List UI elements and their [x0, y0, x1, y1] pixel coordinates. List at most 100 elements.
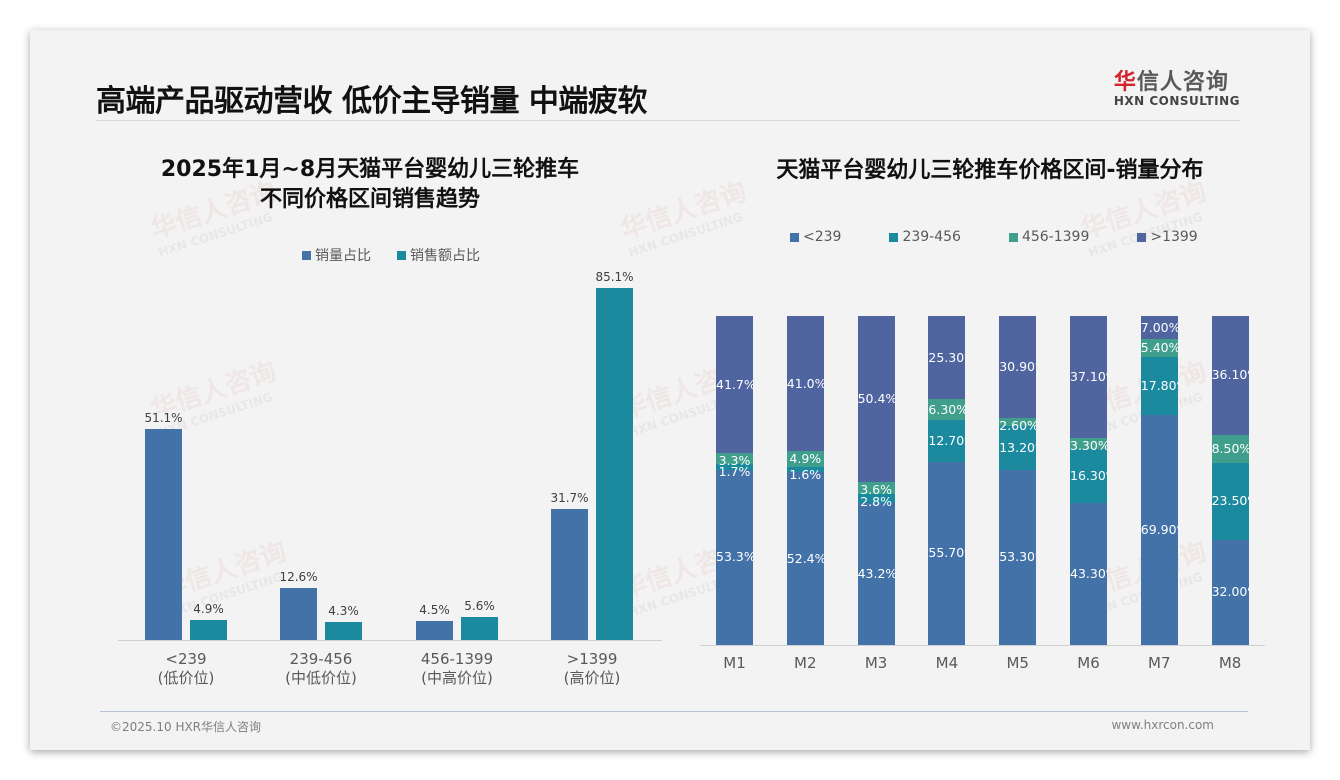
- left-chart-title-line2: 不同价格区间销售趋势: [259, 187, 480, 212]
- category-tier: (低价位): [157, 669, 215, 687]
- x-axis-month-label: M8: [1218, 654, 1242, 672]
- right-chart-x-axis: [700, 645, 1265, 646]
- segment-456-1399: 6.30%: [928, 399, 966, 420]
- bar-value-label: 51.1%: [144, 410, 183, 425]
- legend-item-239-456: 239-456: [889, 229, 961, 245]
- segment-value-label: 7.00%: [1140, 319, 1178, 335]
- left-chart-legend: 销量占比 销售额占比: [302, 245, 480, 265]
- segment-value-label: 6.30%: [928, 401, 966, 417]
- bar-value-label: 31.7%: [550, 490, 589, 505]
- legend-label: 销量占比: [315, 248, 371, 264]
- footer-website[interactable]: www.hxrcon.com: [1111, 718, 1214, 732]
- legend-label: <239: [803, 229, 842, 245]
- legend-item-lt239: <239: [790, 229, 841, 245]
- x-axis-month-label: M6: [1077, 654, 1100, 672]
- bar-volume: [280, 587, 317, 640]
- segment-lt239: 43.30%: [1070, 502, 1107, 645]
- x-axis-month-label: M2: [794, 654, 817, 672]
- bar-value-label: 4.5%: [419, 603, 450, 618]
- segment-value-label: 30.90%: [999, 358, 1036, 374]
- logo-en-text: HXN CONSULTING: [1113, 94, 1240, 108]
- segment-value-label: 32.00%: [1211, 584, 1249, 600]
- stacked-bar-m7: 69.90% 17.80% 5.40% 7.00%: [1140, 316, 1178, 645]
- segment-value-label: 53.30%: [999, 549, 1036, 565]
- stacked-bar-m8: 32.00% 23.50% 8.50% 36.10%: [1211, 316, 1249, 645]
- bar-value-label: 4.3%: [328, 604, 359, 619]
- title-divider: [96, 120, 1240, 121]
- segment-lt239: 53.30%: [999, 469, 1037, 645]
- segment-value-label: 52.4%: [786, 550, 824, 566]
- stacked-bar-m2: 52.4% 1.6% 4.9% 41.0%: [786, 316, 824, 645]
- legend-label: >1399: [1150, 229, 1198, 245]
- segment-239-456: 17.80%: [1140, 356, 1178, 416]
- category-range: 239-456: [289, 650, 353, 668]
- bar-volume: [551, 508, 588, 640]
- category-tier: (高价位): [563, 669, 621, 687]
- right-chart-legend: <239 239-456 456-1399 >1399: [790, 229, 1198, 245]
- logo-cn-text: 信人咨询: [1136, 70, 1229, 95]
- segment-value-label: 25.30%: [928, 349, 965, 365]
- segment-value-label: 2.8%: [860, 493, 892, 509]
- segment-lt239: 55.70%: [928, 461, 966, 645]
- segment-lt239: 43.2%: [857, 502, 895, 645]
- segment-value-label: 69.90%: [1140, 522, 1178, 538]
- segment-value-label: 1.7%: [718, 464, 751, 480]
- legend-swatch: [1137, 232, 1147, 242]
- legend-label: 销售额占比: [410, 248, 480, 264]
- segment-gt1399: 7.00%: [1140, 316, 1178, 340]
- category-range: >1399: [566, 650, 618, 668]
- segment-456-1399: 2.60%: [999, 417, 1037, 433]
- segment-value-label: 3.30%: [1070, 438, 1107, 454]
- category-range: 456-1399: [420, 650, 494, 668]
- bar-revenue: [325, 622, 362, 640]
- segment-456-1399: 3.3%: [716, 453, 753, 468]
- footer-divider: [100, 711, 1248, 712]
- bar-value-label: 12.6%: [279, 569, 318, 584]
- segment-value-label: 55.70%: [928, 545, 965, 561]
- segment-lt239: 69.90%: [1140, 415, 1178, 645]
- legend-item-456-1399: 456-1399: [1008, 229, 1089, 245]
- segment-239-456: 2.8%: [857, 493, 895, 509]
- segment-gt1399: 41.7%: [716, 316, 753, 454]
- segment-value-label: 2.60%: [999, 417, 1037, 433]
- bar-value-label: 85.1%: [595, 270, 634, 284]
- x-axis-category-label: >1399 (高价位): [532, 650, 652, 688]
- segment-value-label: 8.50%: [1211, 440, 1249, 456]
- segment-456-1399: 3.6%: [857, 481, 895, 497]
- segment-gt1399: 30.90%: [999, 316, 1037, 418]
- segment-value-label: 43.30%: [1070, 565, 1107, 581]
- legend-item-volume: 销量占比: [302, 245, 371, 265]
- company-logo: 华信人咨询 HXN CONSULTING: [1114, 64, 1240, 108]
- bar-value-label: 4.9%: [193, 601, 224, 616]
- bar-revenue: [190, 619, 227, 640]
- segment-value-label: 4.9%: [789, 451, 822, 467]
- legend-swatch: [397, 250, 406, 260]
- stacked-bar-m6: 43.30% 16.30% 3.30% 37.10%: [1070, 316, 1107, 645]
- segment-456-1399: 4.9%: [786, 451, 824, 468]
- segment-gt1399: 37.10%: [1070, 316, 1107, 439]
- category-tier: (中低价位): [285, 669, 357, 687]
- bar-volume: [416, 621, 453, 640]
- bar-value-label: 5.6%: [464, 598, 495, 613]
- segment-gt1399: 50.4%: [857, 316, 895, 482]
- x-axis-category-label: <239 (低价位): [126, 650, 246, 688]
- x-axis-month-label: M1: [723, 654, 746, 672]
- segment-239-456: 16.30%: [1070, 448, 1107, 503]
- bar-volume: [145, 428, 182, 640]
- stacked-bar-m1: 53.3% 1.7% 3.3% 41.7%: [716, 316, 753, 645]
- category-tier: (中高价位): [421, 669, 493, 687]
- left-chart-x-axis: [118, 640, 662, 641]
- legend-swatch: [889, 232, 899, 242]
- right-chart-title: 天猫平台婴幼儿三轮推车价格区间-销量分布: [776, 158, 1204, 183]
- stacked-bar-m3: 43.2% 2.8% 3.6% 50.4%: [857, 316, 895, 645]
- segment-lt239: 52.4%: [786, 472, 824, 645]
- segment-456-1399: 5.40%: [1140, 339, 1178, 357]
- bar-revenue: [596, 288, 633, 640]
- bar-revenue: [461, 616, 498, 640]
- x-axis-category-label: 239-456 (中低价位): [261, 650, 381, 688]
- x-axis-month-label: M3: [864, 654, 888, 672]
- x-axis-month-label: M7: [1148, 654, 1171, 672]
- legend-label: 239-456: [902, 229, 961, 245]
- segment-value-label: 41.7%: [716, 376, 753, 392]
